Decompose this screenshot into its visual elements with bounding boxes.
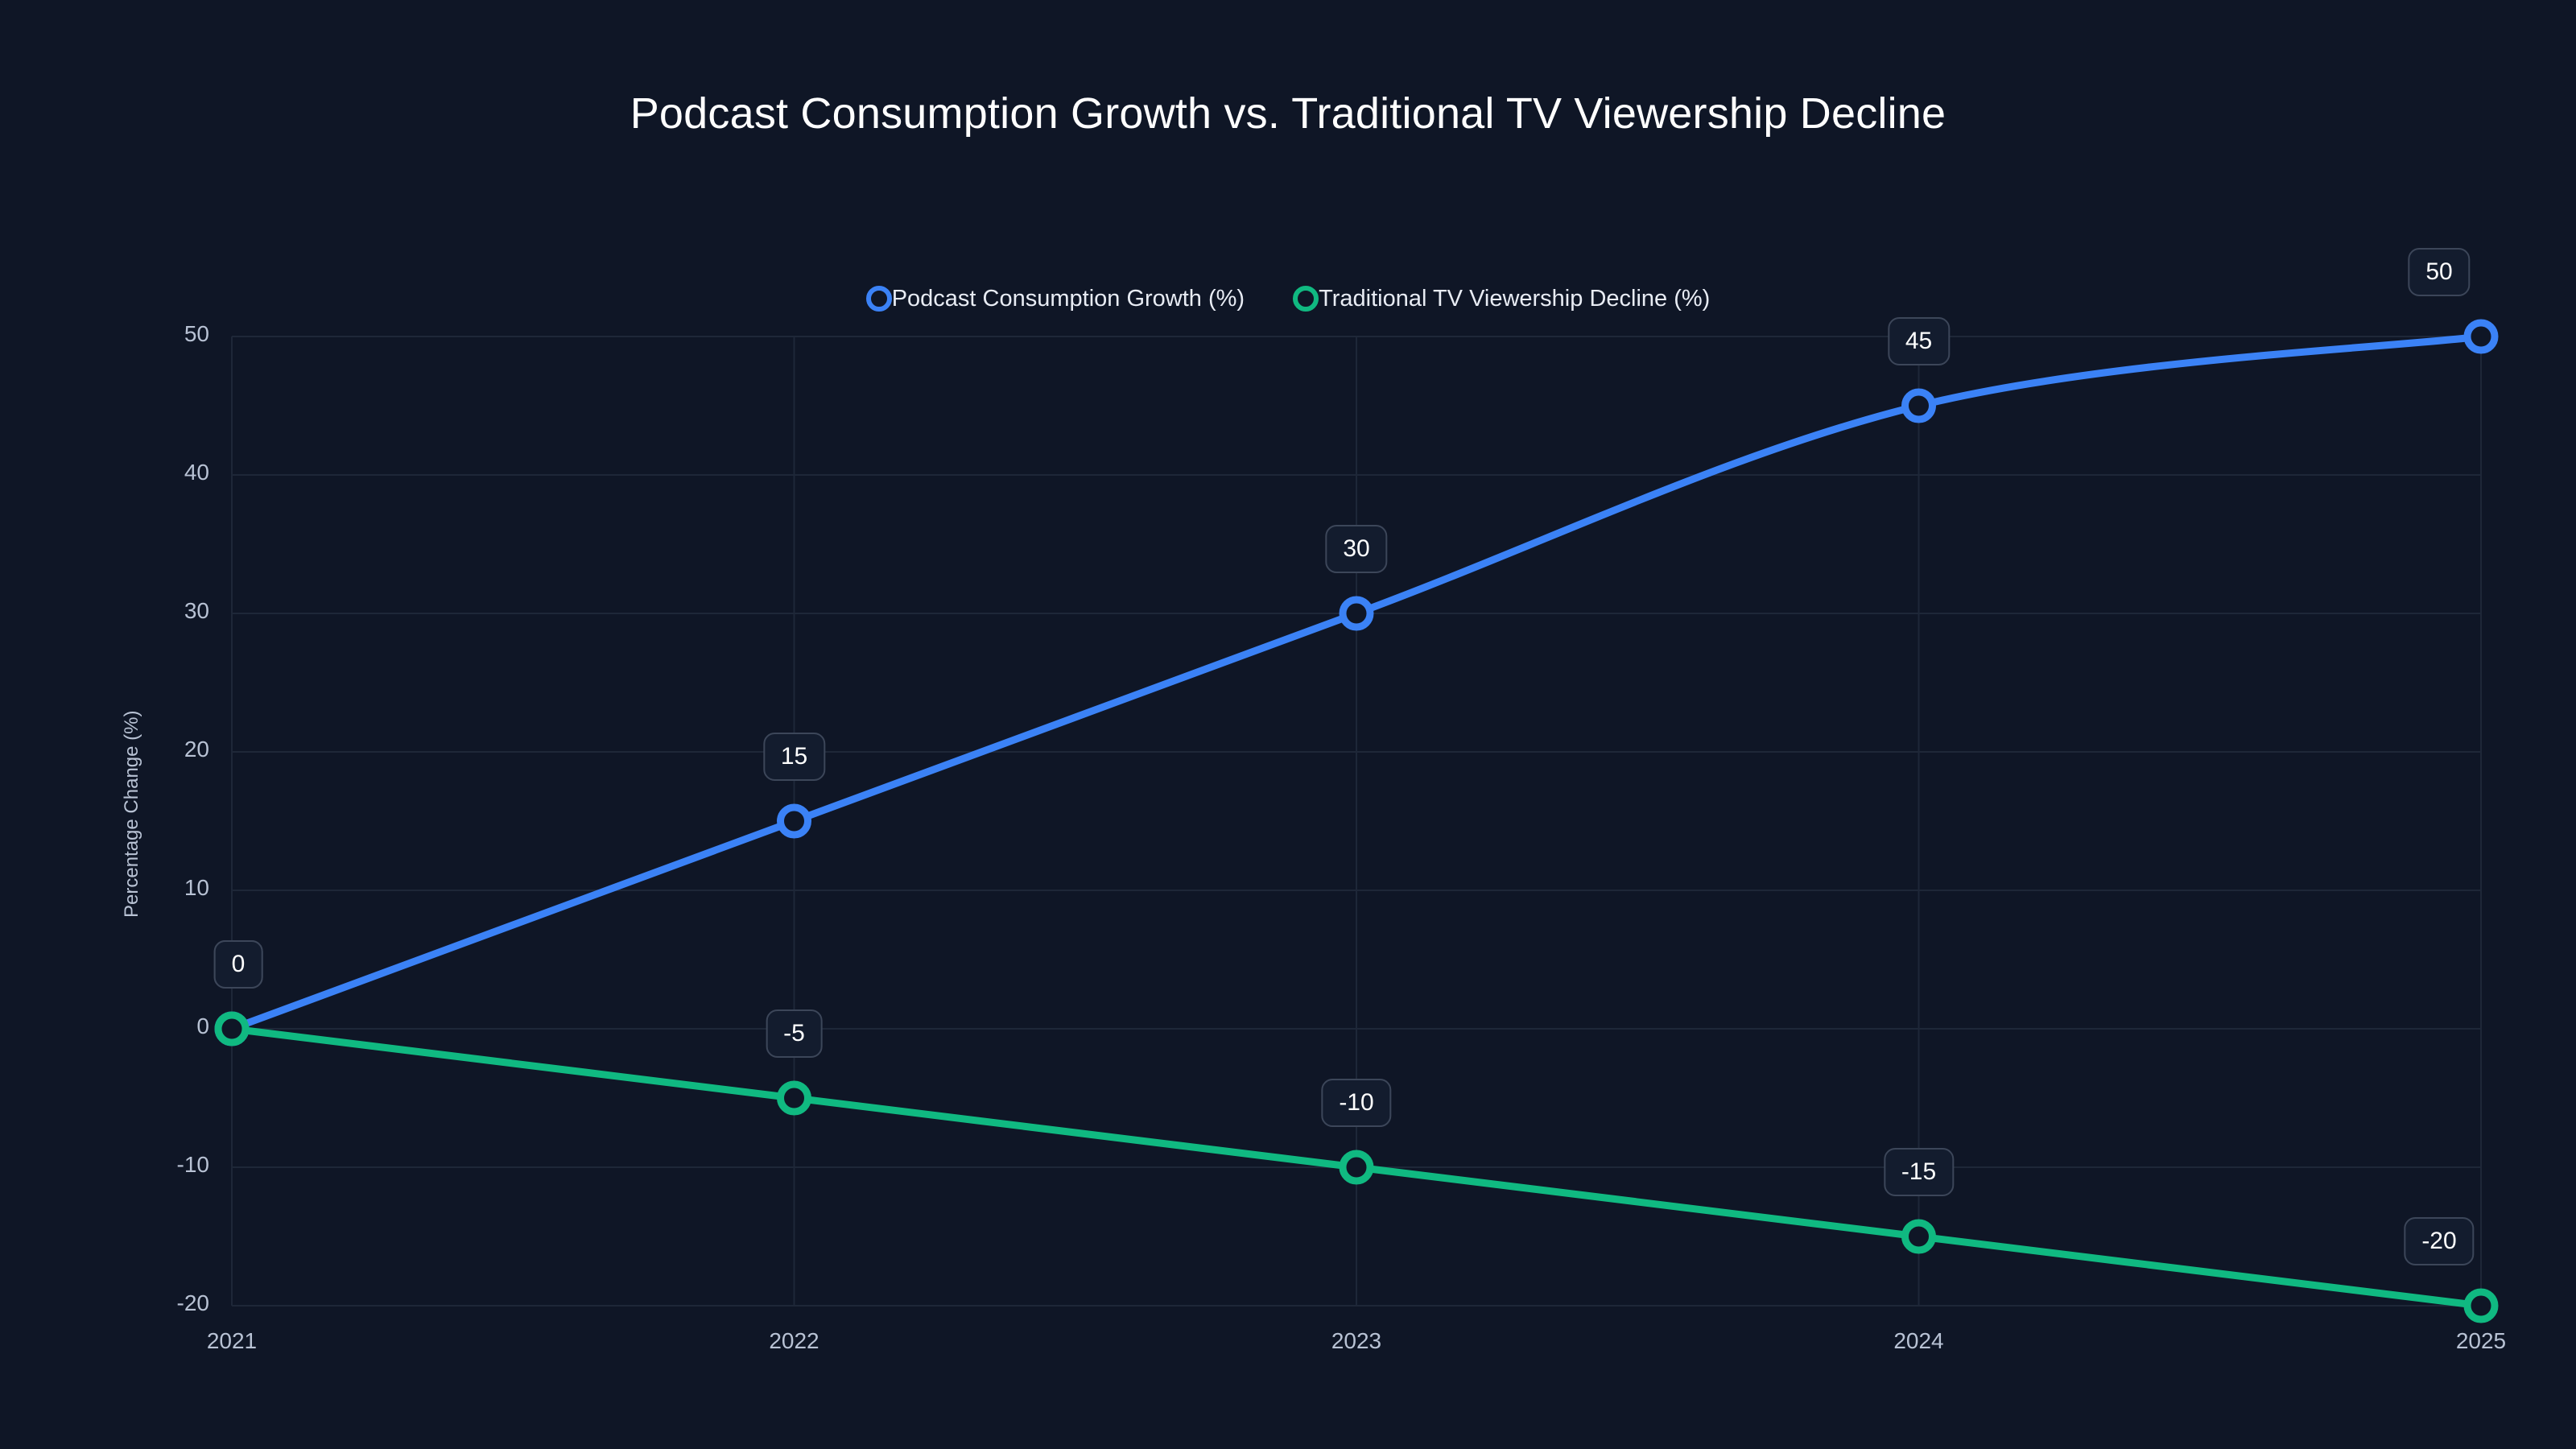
legend-item-podcast[interactable]: Podcast Consumption Growth (%) bbox=[865, 285, 1245, 312]
legend-item-label: Podcast Consumption Growth (%) bbox=[891, 285, 1245, 312]
legend-marker-circle-icon bbox=[1293, 286, 1319, 312]
page-title: Podcast Consumption Growth vs. Tradition… bbox=[630, 89, 1946, 138]
data-point-marker[interactable] bbox=[1339, 1150, 1374, 1185]
y-axis-tick-label: -20 bbox=[176, 1290, 209, 1315]
chart-legend: Podcast Consumption Growth (%) Tradition… bbox=[0, 286, 2576, 312]
x-axis-tick-label: 2021 bbox=[206, 1328, 258, 1353]
data-point-label: -5 bbox=[766, 1009, 823, 1058]
data-point-marker[interactable] bbox=[2463, 1288, 2499, 1323]
y-axis-tick-label: 0 bbox=[196, 1013, 209, 1038]
x-axis-tick-label: 2024 bbox=[1893, 1328, 1944, 1353]
data-point-label: 30 bbox=[1325, 525, 1388, 573]
data-point-marker[interactable] bbox=[777, 803, 811, 839]
y-axis-tick-label: 30 bbox=[184, 598, 209, 623]
y-axis-title: Percentage Change (%) bbox=[121, 710, 142, 918]
data-point-label: -20 bbox=[2404, 1217, 2475, 1265]
y-axis-tick-label: 20 bbox=[184, 737, 209, 762]
data-point-marker[interactable] bbox=[214, 1011, 250, 1046]
data-point-label: 50 bbox=[2408, 248, 2471, 296]
data-point-label: 15 bbox=[762, 733, 826, 781]
y-axis-tick-label: 10 bbox=[184, 875, 209, 900]
data-point-label: 45 bbox=[1887, 317, 1951, 365]
y-axis-tick-label: 50 bbox=[184, 321, 209, 346]
data-point-marker[interactable] bbox=[1901, 388, 1936, 423]
y-axis-tick-label: 40 bbox=[184, 460, 209, 485]
legend-item-tv[interactable]: Traditional TV Viewership Decline (%) bbox=[1293, 286, 1710, 312]
legend-marker-circle-icon bbox=[865, 286, 892, 312]
y-axis-tick-label: -10 bbox=[176, 1152, 209, 1177]
data-point-label: -10 bbox=[1321, 1079, 1392, 1127]
data-point-marker[interactable] bbox=[2463, 319, 2499, 354]
legend-item-label: Traditional TV Viewership Decline (%) bbox=[1319, 285, 1711, 312]
x-axis-tick-label: 2025 bbox=[2455, 1328, 2507, 1353]
data-point-label: 0 bbox=[213, 940, 263, 989]
x-axis-tick-label: 2022 bbox=[769, 1328, 819, 1353]
data-point-marker[interactable] bbox=[1339, 596, 1374, 631]
data-point-label: -15 bbox=[1883, 1148, 1955, 1196]
x-axis-tick-label: 2023 bbox=[1331, 1328, 1382, 1353]
data-point-marker[interactable] bbox=[1901, 1219, 1936, 1254]
data-point-marker[interactable] bbox=[777, 1080, 811, 1116]
